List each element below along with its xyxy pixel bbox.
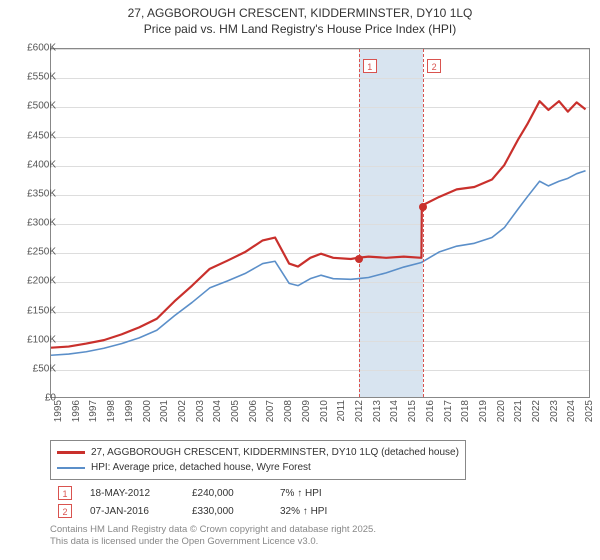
- x-tick-label: 2023: [549, 400, 560, 422]
- x-tick-label: 2017: [443, 400, 454, 422]
- y-tick-label: £300K: [12, 218, 56, 229]
- x-tick-label: 2020: [496, 400, 507, 422]
- footer-line-1: Contains HM Land Registry data © Crown c…: [50, 524, 376, 536]
- legend-label-price: 27, AGGBOROUGH CRESCENT, KIDDERMINSTER, …: [91, 445, 459, 460]
- x-tick-label: 2009: [301, 400, 312, 422]
- y-tick-label: £500K: [12, 101, 56, 112]
- footer-line-2: This data is licensed under the Open Gov…: [50, 536, 376, 548]
- y-tick-label: £50K: [12, 363, 56, 374]
- x-tick-label: 2006: [248, 400, 259, 422]
- legend-row-hpi: HPI: Average price, detached house, Wyre…: [57, 460, 459, 475]
- x-tick-label: 2008: [283, 400, 294, 422]
- y-tick-label: £400K: [12, 159, 56, 170]
- sale-point-marker: [419, 203, 427, 211]
- legend-swatch-hpi: [57, 467, 85, 469]
- x-tick-label: 2000: [142, 400, 153, 422]
- y-tick-label: £450K: [12, 130, 56, 141]
- chart-title: 27, AGGBOROUGH CRESCENT, KIDDERMINSTER, …: [0, 0, 600, 39]
- x-tick-label: 2015: [407, 400, 418, 422]
- x-tick-label: 2005: [230, 400, 241, 422]
- x-tick-label: 1995: [53, 400, 64, 422]
- x-tick-label: 2001: [159, 400, 170, 422]
- footer-attribution: Contains HM Land Registry data © Crown c…: [50, 524, 376, 549]
- sale-point-marker: [355, 255, 363, 263]
- series-line: [51, 101, 586, 347]
- x-tick-label: 2018: [460, 400, 471, 422]
- x-tick-label: 2016: [425, 400, 436, 422]
- legend-label-hpi: HPI: Average price, detached house, Wyre…: [91, 460, 311, 475]
- y-tick-label: £200K: [12, 276, 56, 287]
- transaction-marker: 2: [58, 504, 72, 518]
- y-tick-label: £150K: [12, 305, 56, 316]
- transaction-date: 07-JAN-2016: [90, 506, 174, 517]
- x-tick-label: 2011: [336, 400, 347, 422]
- series-line: [51, 171, 586, 355]
- x-tick-label: 2024: [566, 400, 577, 422]
- title-line-2: Price paid vs. HM Land Registry's House …: [0, 22, 600, 38]
- transaction-pct: 32% ↑ HPI: [280, 506, 370, 517]
- y-tick-label: £250K: [12, 247, 56, 258]
- ref-marker: 2: [427, 59, 441, 73]
- x-tick-label: 2022: [531, 400, 542, 422]
- transaction-marker: 1: [58, 486, 72, 500]
- transaction-date: 18-MAY-2012: [90, 488, 174, 499]
- transaction-row: 1 18-MAY-2012 £240,000 7% ↑ HPI: [58, 484, 370, 502]
- ref-marker: 1: [363, 59, 377, 73]
- chart-svg: [51, 49, 589, 397]
- x-tick-label: 2013: [372, 400, 383, 422]
- y-tick-label: £350K: [12, 188, 56, 199]
- x-tick-label: 2004: [212, 400, 223, 422]
- chart-plot-area: 12: [50, 48, 590, 398]
- y-tick-label: £100K: [12, 334, 56, 345]
- x-tick-label: 1996: [71, 400, 82, 422]
- legend-row-price: 27, AGGBOROUGH CRESCENT, KIDDERMINSTER, …: [57, 445, 459, 460]
- x-tick-label: 1997: [88, 400, 99, 422]
- transaction-row: 2 07-JAN-2016 £330,000 32% ↑ HPI: [58, 502, 370, 520]
- x-tick-label: 2025: [584, 400, 595, 422]
- legend-swatch-price: [57, 451, 85, 454]
- y-tick-label: £550K: [12, 72, 56, 83]
- x-tick-label: 1999: [124, 400, 135, 422]
- x-tick-label: 2012: [354, 400, 365, 422]
- x-tick-label: 2019: [478, 400, 489, 422]
- x-tick-label: 1998: [106, 400, 117, 422]
- x-tick-label: 2021: [513, 400, 524, 422]
- y-tick-label: £0: [12, 393, 56, 404]
- y-tick-label: £600K: [12, 43, 56, 54]
- transactions-table: 1 18-MAY-2012 £240,000 7% ↑ HPI 2 07-JAN-2016…: [58, 484, 370, 520]
- legend: 27, AGGBOROUGH CRESCENT, KIDDERMINSTER, …: [50, 440, 466, 480]
- x-tick-label: 2003: [195, 400, 206, 422]
- x-tick-label: 2010: [319, 400, 330, 422]
- transaction-price: £240,000: [192, 488, 262, 499]
- x-tick-label: 2014: [389, 400, 400, 422]
- transaction-pct: 7% ↑ HPI: [280, 488, 370, 499]
- x-tick-label: 2007: [265, 400, 276, 422]
- title-line-1: 27, AGGBOROUGH CRESCENT, KIDDERMINSTER, …: [0, 6, 600, 22]
- x-tick-label: 2002: [177, 400, 188, 422]
- transaction-price: £330,000: [192, 506, 262, 517]
